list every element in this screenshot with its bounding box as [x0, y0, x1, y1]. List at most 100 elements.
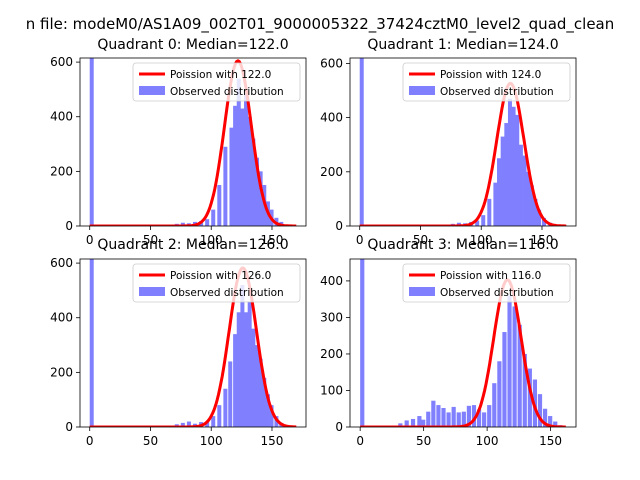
axes-frame: [79, 258, 307, 428]
quadrant-3-panel: Quadrant 3: Median=116.0 0 50 100 150 0 100 20…: [320, 237, 577, 448]
x-tick-label: 150: [539, 434, 562, 448]
histogram-bar: [522, 353, 527, 427]
y-tick-label: 600: [50, 256, 73, 270]
y-tick-label: 0: [335, 420, 343, 434]
histogram-bar: [180, 222, 185, 226]
histogram-bar: [548, 416, 553, 427]
histogram-bar: [541, 217, 546, 226]
x-tick-label: 0: [356, 434, 364, 448]
histogram-bar: [417, 416, 422, 427]
histogram-bar: [223, 146, 228, 226]
histogram-bar: [518, 144, 523, 226]
legend-bar-swatch: [409, 86, 435, 95]
histogram-bar: [471, 405, 477, 427]
legend-label-poisson: Poission with 122.0: [170, 69, 271, 81]
histogram-bar: [517, 324, 522, 427]
y-tick-label: 200: [320, 347, 343, 361]
histogram-bar: [404, 420, 409, 427]
histogram-bar: [269, 405, 274, 427]
legend-label-poisson: Poission with 116.0: [440, 270, 541, 282]
histogram-bar: [446, 412, 451, 427]
histogram-bar: [186, 421, 191, 427]
figure-suptitle: n file: modeM0/AS1A09_002T01_9000005322_…: [26, 15, 615, 34]
histogram-bar: [492, 383, 497, 427]
histogram-bar: [466, 405, 471, 427]
histogram-bar: [507, 98, 512, 226]
histogram-bar: [537, 209, 542, 226]
histogram-bar: [205, 421, 210, 427]
histogram-bar: [526, 171, 531, 226]
quadrant-0-title: Quadrant 0: Median=122.0: [97, 37, 288, 53]
x-tick-label: 50: [416, 434, 431, 448]
histogram-bar: [398, 423, 403, 427]
y-tick-label: 0: [335, 219, 343, 233]
x-tick-label: 100: [470, 233, 493, 247]
histogram-bar: [504, 123, 509, 226]
poisson-curve-line: [359, 81, 567, 226]
histogram-bar: [475, 220, 480, 226]
histogram-bar: [529, 185, 534, 226]
histogram-bar: [217, 185, 222, 226]
histogram-bar: [487, 405, 492, 427]
x-tick-label: 150: [531, 233, 554, 247]
legend-bar-swatch: [139, 287, 165, 296]
histogram-bar: [211, 209, 216, 226]
histogram-bar: [217, 405, 222, 427]
quadrant-0-panel: Quadrant 0: Median=122.0 0 50 100 150 0 200 40…: [50, 37, 307, 247]
legend-label-poisson: Poission with 126.0: [170, 270, 271, 282]
plot-area: [89, 58, 297, 226]
y-tick-label: 200: [50, 164, 73, 178]
histogram-bar: [426, 411, 431, 427]
histogram-bar: [500, 136, 505, 226]
histogram-bar: [451, 406, 456, 427]
axes-frame: [349, 258, 577, 428]
histogram-bar: [482, 412, 487, 427]
histogram-bar: [507, 295, 512, 427]
histogram-bar: [527, 368, 532, 427]
y-tick-label: 200: [50, 365, 73, 379]
x-tick-label: 0: [86, 434, 94, 448]
histogram-bar: [254, 157, 259, 226]
x-tick-label: 100: [200, 434, 223, 448]
x-tick-label: 100: [476, 434, 499, 448]
histogram-bar: [223, 388, 228, 427]
histogram-bar: [456, 222, 461, 226]
histogram-bar: [542, 408, 548, 427]
y-tick-label: 400: [320, 274, 343, 288]
poisson-curve-line: [360, 277, 566, 427]
y-tick-label: 400: [50, 311, 73, 325]
histogram-bar: [512, 306, 517, 427]
histogram-bar: [481, 215, 486, 226]
histogram-bar: [262, 377, 267, 427]
histogram-bar: [233, 105, 238, 226]
histogram-bar: [265, 394, 270, 427]
histogram-bar: [240, 108, 245, 226]
legend-box: [132, 263, 301, 303]
histogram-bar: [515, 114, 520, 226]
histogram-bar: [497, 361, 502, 427]
y-tick-label: 0: [65, 219, 73, 233]
x-tick-label: 0: [356, 233, 364, 247]
histogram-bar: [421, 419, 426, 427]
histogram-bar: [236, 312, 241, 427]
histogram-bar: [456, 412, 461, 427]
x-tick-label: 0: [86, 233, 94, 247]
histogram-bar: [258, 171, 263, 226]
histogram-bar: [533, 198, 538, 226]
axes-frame: [349, 57, 577, 227]
histogram-bar: [258, 358, 263, 427]
histogram-bar: [251, 328, 256, 427]
histogram-bar: [436, 405, 441, 427]
histogram-bar: [522, 155, 527, 226]
histogram-bar: [487, 198, 492, 226]
histogram-bar: [493, 182, 498, 226]
histogram-bar: [228, 361, 233, 427]
poisson-curve-line: [89, 59, 297, 226]
y-tick-label: 600: [320, 56, 343, 70]
legend-box: [402, 263, 571, 303]
quadrant-3-title: Quadrant 3: Median=116.0: [367, 237, 558, 253]
legend-label-observed: Observed distribution: [170, 287, 284, 299]
histogram-bar: [236, 78, 241, 226]
x-tick-label: 100: [200, 233, 223, 247]
